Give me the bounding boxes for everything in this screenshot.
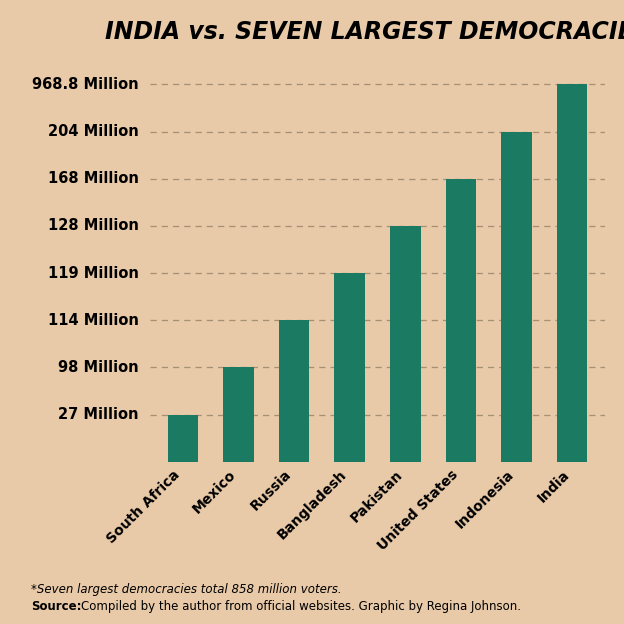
Bar <box>334 273 365 462</box>
Bar <box>279 320 310 462</box>
Text: Compiled by the author from official websites. Graphic by Regina Johnson.: Compiled by the author from official web… <box>81 600 521 613</box>
Bar <box>446 179 476 462</box>
Text: *Seven largest democracies total 858 million voters.: *Seven largest democracies total 858 mil… <box>31 583 342 596</box>
Title: INDIA vs. SEVEN LARGEST DEMOCRACIES: INDIA vs. SEVEN LARGEST DEMOCRACIES <box>105 21 624 44</box>
Bar <box>390 226 421 462</box>
Text: Source:: Source: <box>31 600 82 613</box>
Bar <box>168 414 198 462</box>
Bar <box>501 132 532 462</box>
Bar <box>223 368 254 462</box>
Bar <box>557 84 587 462</box>
